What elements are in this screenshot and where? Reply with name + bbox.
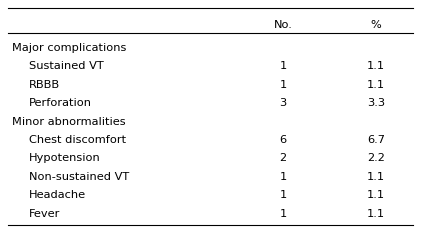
Text: 6: 6 xyxy=(280,135,287,145)
Text: Perforation: Perforation xyxy=(29,98,92,108)
Text: 1: 1 xyxy=(280,190,287,200)
Text: Headache: Headache xyxy=(29,190,86,200)
Text: 1: 1 xyxy=(280,209,287,219)
Text: Sustained VT: Sustained VT xyxy=(29,61,104,71)
Text: Chest discomfort: Chest discomfort xyxy=(29,135,126,145)
Text: 3: 3 xyxy=(280,98,287,108)
Text: RBBB: RBBB xyxy=(29,80,60,90)
Text: No.: No. xyxy=(274,20,293,30)
Text: 2.2: 2.2 xyxy=(367,154,385,163)
Text: 6.7: 6.7 xyxy=(367,135,385,145)
Text: %: % xyxy=(371,20,381,30)
Text: 1: 1 xyxy=(280,61,287,71)
Text: 1: 1 xyxy=(280,80,287,90)
Text: Fever: Fever xyxy=(29,209,60,219)
Text: 3.3: 3.3 xyxy=(367,98,385,108)
Text: 2: 2 xyxy=(280,154,287,163)
Text: Hypotension: Hypotension xyxy=(29,154,100,163)
Text: Major complications: Major complications xyxy=(13,43,127,53)
Text: 1.1: 1.1 xyxy=(367,61,385,71)
Text: 1.1: 1.1 xyxy=(367,80,385,90)
Text: 1.1: 1.1 xyxy=(367,209,385,219)
Text: 1.1: 1.1 xyxy=(367,172,385,182)
Text: 1: 1 xyxy=(280,172,287,182)
Text: 1.1: 1.1 xyxy=(367,190,385,200)
Text: Minor abnormalities: Minor abnormalities xyxy=(13,117,126,127)
Text: Non-sustained VT: Non-sustained VT xyxy=(29,172,129,182)
